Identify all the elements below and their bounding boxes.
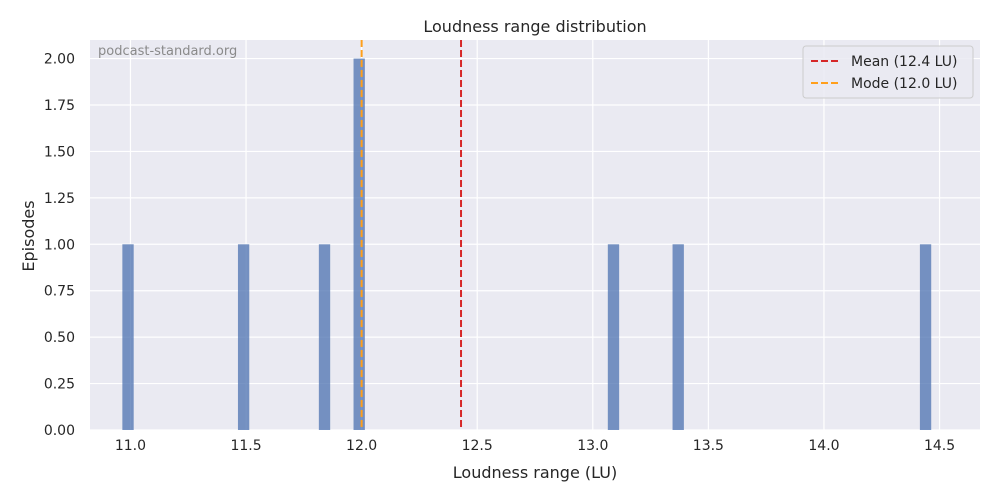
watermark-text: podcast-standard.org [98,44,237,59]
legend: Mean (12.4 LU) Mode (12.0 LU) [802,45,974,99]
y-tick-label: 0.75 [44,284,75,300]
y-tick-label: 1.75 [44,98,75,114]
y-tick-label: 0.00 [44,423,75,439]
x-tick-label: 13.0 [577,438,608,454]
x-tick-label: 14.5 [924,438,955,454]
reference-lines [360,40,463,430]
histogram-bar [122,244,134,430]
x-tick-label: 11.5 [230,438,261,454]
y-tick-label: 1.00 [44,237,75,253]
y-tick-label: 2.00 [44,52,75,68]
x-tick-label: 14.0 [808,438,839,454]
legend-box [802,45,974,99]
histogram-bar [607,244,620,430]
y-tick-label: 1.50 [44,144,75,160]
x-tick-label: 13.5 [693,438,724,454]
y-axis-label: Episodes [19,200,38,271]
y-tick-label: 0.50 [44,330,75,346]
legend-label: Mean (12.4 LU) [851,54,958,70]
x-axis-label: Loudness range (LU) [453,463,617,482]
x-axis-ticks: 11.0 11.5 12.0 12.5 13.0 13.5 14.0 14.5 [115,438,955,454]
histogram-bar [237,244,250,430]
x-tick-label: 12.5 [462,438,493,454]
x-tick-label: 11.0 [115,438,146,454]
histogram-bars [122,58,932,430]
histogram-bar [672,244,684,430]
histogram-bar [353,58,365,430]
x-tick-label: 12.0 [346,438,377,454]
histogram-bar [919,244,932,430]
chart-title: Loudness range distribution [423,17,646,36]
y-axis-ticks: 0.00 0.25 0.50 0.75 1.00 1.25 1.50 1.75 2.00 [44,52,75,439]
y-tick-label: 0.25 [44,377,75,393]
legend-label: Mode (12.0 LU) [851,76,958,92]
y-tick-label: 1.25 [44,191,75,207]
histogram-bar [318,244,331,430]
